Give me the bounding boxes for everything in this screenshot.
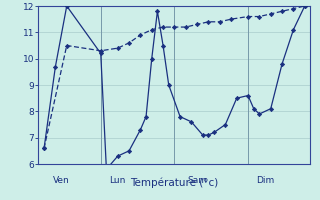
Text: Ven: Ven bbox=[53, 176, 69, 185]
Text: Sam: Sam bbox=[187, 176, 207, 185]
X-axis label: Température (°c): Température (°c) bbox=[130, 178, 219, 188]
Text: Dim: Dim bbox=[256, 176, 274, 185]
Text: Lun: Lun bbox=[109, 176, 126, 185]
